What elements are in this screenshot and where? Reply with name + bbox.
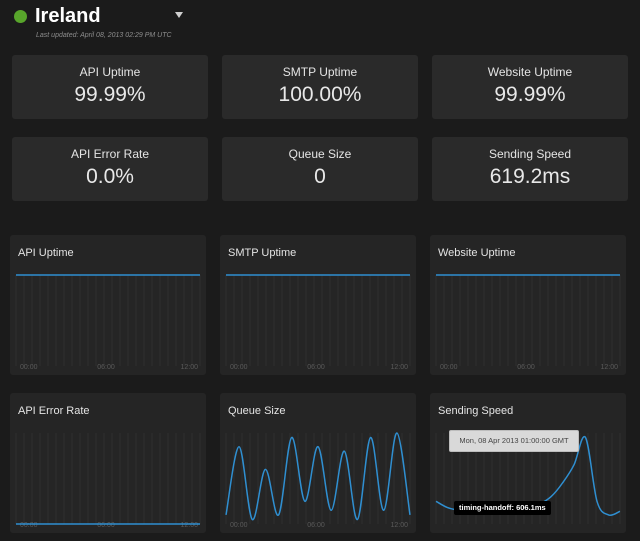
- x-tick-label: 06:00: [307, 364, 325, 371]
- chart-svg: 00:00 06:00 12:00: [15, 433, 201, 529]
- stat-label: SMTP Uptime: [282, 65, 358, 79]
- chart-title: SMTP Uptime: [228, 247, 297, 259]
- stat-label: API Uptime: [79, 65, 141, 79]
- series-line[interactable]: [225, 432, 411, 521]
- chart-title: Queue Size: [228, 405, 286, 417]
- x-tick-label: 00:00: [230, 364, 248, 371]
- chart-svg: 00:00 06:00 12:00: [225, 432, 411, 529]
- stat-card-api-uptime: API Uptime 99.99%: [12, 55, 208, 119]
- x-tick-label: 00:00: [20, 522, 38, 529]
- chart-title: Sending Speed: [438, 405, 514, 417]
- tooltip-value: timing-handoff: 606.1ms: [454, 501, 551, 515]
- x-tick-label: 06:00: [307, 522, 325, 529]
- chart-svg: 00:00 06:00 12:00: [435, 274, 621, 371]
- tooltip-date: Mon, 08 Apr 2013 01:00:00 GMT: [449, 430, 579, 452]
- x-tick-label: 00:00: [20, 364, 38, 371]
- x-tick-label: 06:00: [97, 364, 115, 371]
- chart-website-uptime: Website Uptime 00:00 06:00 12:00: [430, 235, 626, 375]
- stat-label: Website Uptime: [487, 65, 573, 79]
- grid-lines: [225, 433, 411, 524]
- chart-sending-speed: Sending Speed Mon, 08 Apr 2013 01:00:00 …: [430, 393, 626, 533]
- chart-api-uptime: API Uptime 00:00 06:00 12:00: [10, 235, 206, 375]
- grid-lines: [15, 433, 201, 524]
- stat-value: 0.0%: [86, 165, 134, 188]
- x-tick-label: 12:00: [180, 522, 198, 529]
- stat-label: Queue Size: [288, 147, 352, 161]
- stat-card-api-error-rate: API Error Rate 0.0%: [12, 137, 208, 201]
- chart-title: API Uptime: [18, 247, 74, 259]
- x-tick-label: 00:00: [440, 364, 458, 371]
- chevron-down-icon[interactable]: [175, 12, 183, 18]
- stat-value: 100.00%: [278, 83, 362, 106]
- status-dot: [14, 10, 27, 23]
- stat-card-smtp-uptime: SMTP Uptime 100.00%: [222, 55, 418, 119]
- last-updated: Last updated: April 08, 2013 02:29 PM UT…: [36, 32, 172, 39]
- x-tick-label: 12:00: [390, 364, 408, 371]
- chart-queue-size: Queue Size 00:00 06:00 12:00: [220, 393, 416, 533]
- x-tick-label: 00:00: [230, 522, 248, 529]
- stat-card-website-uptime: Website Uptime 99.99%: [432, 55, 628, 119]
- chart-title: Website Uptime: [438, 247, 516, 259]
- chart-svg: 00:00 06:00 12:00: [225, 274, 411, 371]
- x-tick-label: 12:00: [180, 364, 198, 371]
- stat-value: 619.2ms: [489, 165, 571, 188]
- stat-value: 99.99%: [494, 83, 566, 106]
- grid-lines: [225, 275, 411, 366]
- x-tick-label: 06:00: [517, 364, 535, 371]
- stat-card-sending-speed: Sending Speed 619.2ms: [432, 137, 628, 201]
- x-tick-label: 12:00: [390, 522, 408, 529]
- stat-label: API Error Rate: [70, 147, 150, 161]
- stat-card-queue-size: Queue Size 0: [222, 137, 418, 201]
- grid-lines: [15, 275, 201, 366]
- grid-lines: [435, 275, 621, 366]
- chart-svg: 00:00 06:00 12:00: [15, 274, 201, 371]
- x-tick-label: 06:00: [97, 522, 115, 529]
- chart-title: API Error Rate: [18, 405, 90, 417]
- stat-label: Sending Speed: [488, 147, 572, 161]
- region-title: Ireland: [35, 5, 101, 27]
- stat-value: 99.99%: [74, 83, 146, 106]
- stat-value: 0: [314, 165, 326, 188]
- x-tick-label: 12:00: [600, 364, 618, 371]
- chart-smtp-uptime: SMTP Uptime 00:00 06:00 12:00: [220, 235, 416, 375]
- chart-api-error-rate: API Error Rate 00:00 06:00 12:00: [10, 393, 206, 533]
